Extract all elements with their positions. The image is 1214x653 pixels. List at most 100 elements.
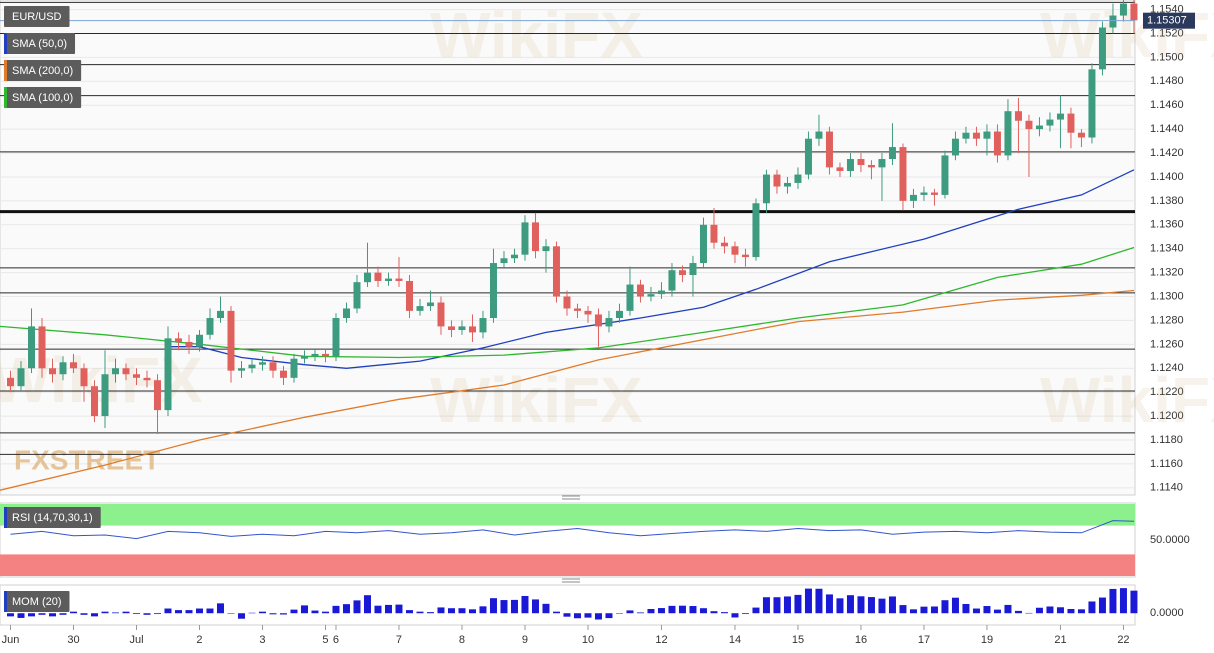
candle-body: [80, 368, 88, 387]
last-price-label: 1.15307: [1147, 15, 1187, 27]
mom-bar: [1067, 609, 1075, 614]
y-tick-label: 1.1260: [1150, 338, 1184, 350]
mom-bar: [17, 613, 25, 618]
mom-bar: [836, 598, 844, 614]
legend-label: RSI (14,70,30,1): [12, 512, 93, 524]
mom-bar: [1056, 607, 1064, 614]
legend-item[interactable]: SMA (50,0): [4, 33, 76, 54]
mom-bar: [563, 613, 571, 617]
y-tick-label: 1.1380: [1150, 195, 1184, 207]
legend-box: [4, 591, 70, 612]
candle-body: [888, 147, 896, 160]
mom-bar: [1046, 606, 1054, 614]
candle-body: [206, 318, 214, 335]
mom-bar: [290, 609, 298, 614]
pane-grip[interactable]: [562, 495, 580, 583]
mom-bar: [269, 613, 277, 615]
mom-bar: [437, 607, 445, 614]
y-tick-label: 1.1140: [1150, 482, 1183, 494]
candle-body: [615, 310, 623, 319]
legend-item[interactable]: SMA (200,0): [4, 60, 82, 81]
candle-body: [731, 246, 739, 255]
mom-bar: [332, 605, 340, 614]
mom-bar: [1088, 601, 1096, 614]
mom-bar: [489, 598, 497, 614]
mom-bar: [153, 613, 161, 615]
candle-body: [321, 353, 329, 357]
candle-body: [405, 280, 413, 311]
mom-bar: [710, 611, 718, 614]
mom-bar: [825, 594, 833, 614]
candle-body: [1004, 111, 1012, 156]
mom-bar: [416, 611, 424, 614]
candle-body: [815, 131, 823, 139]
mom-bar: [626, 610, 634, 614]
candle-body: [1056, 113, 1064, 120]
candle-body: [1067, 113, 1075, 133]
mom-bar: [846, 595, 854, 614]
candle-body: [48, 368, 56, 375]
legend-label: EUR/USD: [12, 11, 62, 23]
candle-body: [678, 270, 686, 275]
mom-bar: [731, 613, 739, 618]
candle-body: [699, 224, 707, 264]
mom-bar: [584, 613, 592, 618]
legend-item[interactable]: RSI (14,70,30,1): [4, 507, 101, 528]
legend-item[interactable]: SMA (100,0): [4, 87, 82, 108]
x-tick-label: 14: [729, 634, 741, 646]
x-tick-label: 22: [1117, 634, 1129, 646]
candle-body: [38, 326, 46, 369]
candle-body: [909, 194, 917, 201]
mom-bar: [762, 597, 770, 614]
legend-swatch: [4, 33, 7, 54]
mom-bar: [689, 606, 697, 614]
candle-body: [363, 272, 371, 283]
x-tick-label: 7: [396, 634, 402, 646]
mom-bar: [80, 613, 88, 615]
candle-body: [668, 270, 676, 291]
candle-body: [573, 308, 581, 311]
mom-bar: [972, 608, 980, 614]
candle-body: [122, 368, 130, 375]
mom-bar: [867, 597, 875, 614]
candle-body: [258, 362, 266, 365]
candle-body: [101, 374, 109, 417]
candle-body: [584, 310, 592, 315]
mom-bar: [90, 613, 98, 617]
legend-label: SMA (50,0): [12, 38, 67, 50]
x-tick-label: 19: [981, 634, 993, 646]
legend-item[interactable]: EUR/USD: [4, 6, 70, 27]
y-tick-label: 1.1360: [1150, 219, 1184, 231]
mom-bar: [458, 608, 466, 614]
candle-body: [941, 155, 949, 195]
mom-bar: [521, 595, 529, 614]
candle-body: [27, 326, 35, 369]
candle-body: [185, 341, 193, 347]
mom-bar: [38, 613, 46, 615]
candle-body: [59, 362, 67, 375]
candle-body: [311, 353, 319, 357]
y-tick-label: 1.1480: [1150, 75, 1184, 87]
candle-body: [920, 192, 928, 195]
mom-bar: [321, 611, 329, 614]
candle-body: [1077, 132, 1085, 138]
mom-bar: [857, 596, 865, 614]
x-tick-label: 30: [67, 634, 79, 646]
legend-label: SMA (200,0): [12, 65, 73, 77]
candle-body: [395, 278, 403, 281]
legend-item[interactable]: MOM (20): [4, 591, 70, 612]
candle-body: [500, 258, 508, 264]
mom-bar: [48, 613, 56, 617]
legend-label: SMA (100,0): [12, 92, 73, 104]
mom-bar: [395, 604, 403, 614]
candle-body: [773, 174, 781, 187]
y-tick-label: 1.1460: [1150, 99, 1184, 111]
candle-body: [69, 362, 77, 369]
candle-body: [930, 192, 938, 195]
mom-bar: [594, 613, 602, 620]
candle-body: [1119, 3, 1127, 16]
mom-bar: [216, 603, 224, 614]
mom-bar: [1109, 588, 1117, 614]
y-tick-label: 1.1520: [1150, 27, 1184, 39]
